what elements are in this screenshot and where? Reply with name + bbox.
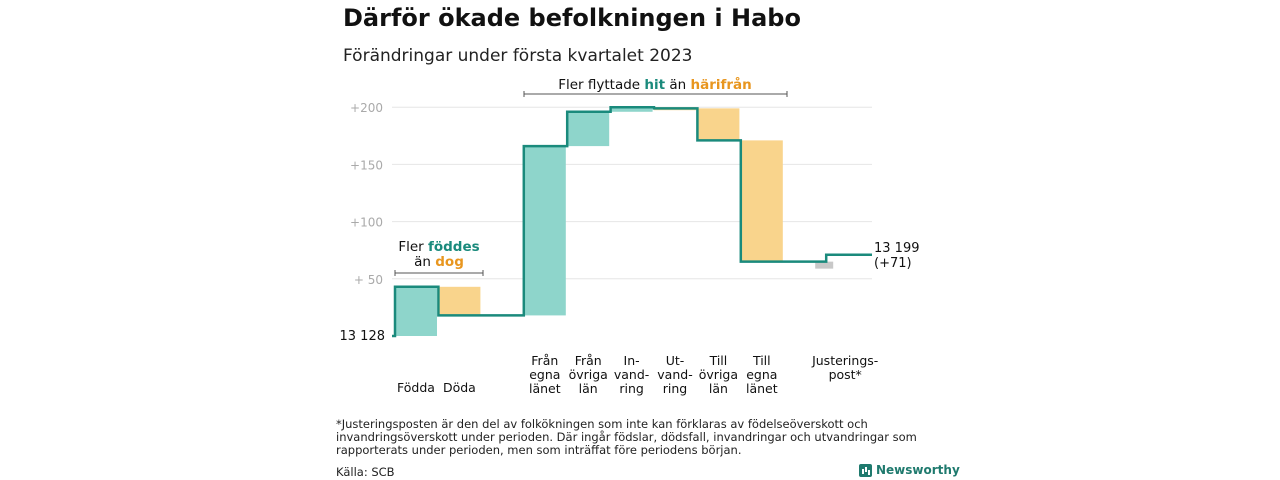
y-tick-label: + 50 [354, 273, 383, 287]
end-change-label: (+71) [874, 256, 912, 271]
waterfall-bar [567, 111, 610, 147]
x-category-label: post* [829, 367, 862, 382]
x-category-label: Justerings- [811, 353, 878, 368]
y-tick-label: +150 [350, 158, 383, 172]
x-category-label: länet [746, 381, 778, 396]
x-category-label: vand- [657, 367, 692, 382]
x-category-label: ring [663, 381, 687, 396]
chart-title: Därför ökade befolkningen i Habo [343, 4, 801, 32]
x-category-label: Från [531, 353, 558, 368]
y-tick-label: +100 [350, 216, 383, 230]
brand-name: Newsworthy [876, 463, 960, 477]
x-category-label: In- [624, 353, 640, 368]
x-category-label: Döda [443, 380, 476, 395]
x-category-label: egna [529, 367, 560, 382]
start-value-label: 13 128 [340, 329, 386, 344]
source-label: Källa: SCB [336, 465, 395, 479]
waterfall-bar [610, 107, 653, 112]
y-tick-label: +200 [350, 101, 383, 115]
waterfall-bar [697, 108, 740, 141]
chart-subtitle: Förändringar under första kvartalet 2023 [343, 46, 693, 66]
cumulative-line [392, 105, 872, 338]
x-category-label: egna [746, 367, 777, 382]
newsworthy-icon [859, 463, 872, 477]
x-category-label: län [579, 381, 598, 396]
migration-annotation: Fler flyttade hit än härifrån [558, 76, 752, 93]
x-category-label: Till [709, 353, 728, 368]
x-category-label: vand- [614, 367, 649, 382]
waterfall-bar [523, 146, 566, 316]
x-category-label: Från [575, 353, 602, 368]
x-category-label: Till [752, 353, 771, 368]
waterfall-chart: + 50 +100 +150 +200 13 128 13 199(+71) Födda Dö… [340, 76, 920, 396]
x-category-label: Ut- [666, 353, 685, 368]
x-category-label: länet [529, 381, 561, 396]
x-category-label: län [709, 381, 728, 396]
footnote: *Justeringsposten är den del av folkökni… [336, 417, 917, 457]
births-annotation-line2: än dog [414, 254, 464, 270]
waterfall-bar [740, 140, 783, 262]
x-category-label: övriga [569, 367, 608, 382]
waterfall-bar [815, 261, 834, 269]
brand-logo: Newsworthy [859, 463, 960, 477]
x-category-label: övriga [699, 367, 738, 382]
waterfall-bar [438, 286, 481, 316]
x-category-label: ring [619, 381, 643, 396]
x-category-label: Födda [397, 380, 435, 395]
births-annotation-line1: Fler föddes [398, 239, 479, 255]
end-value-label: 13 199 [874, 241, 920, 256]
waterfall-bar [395, 286, 437, 336]
